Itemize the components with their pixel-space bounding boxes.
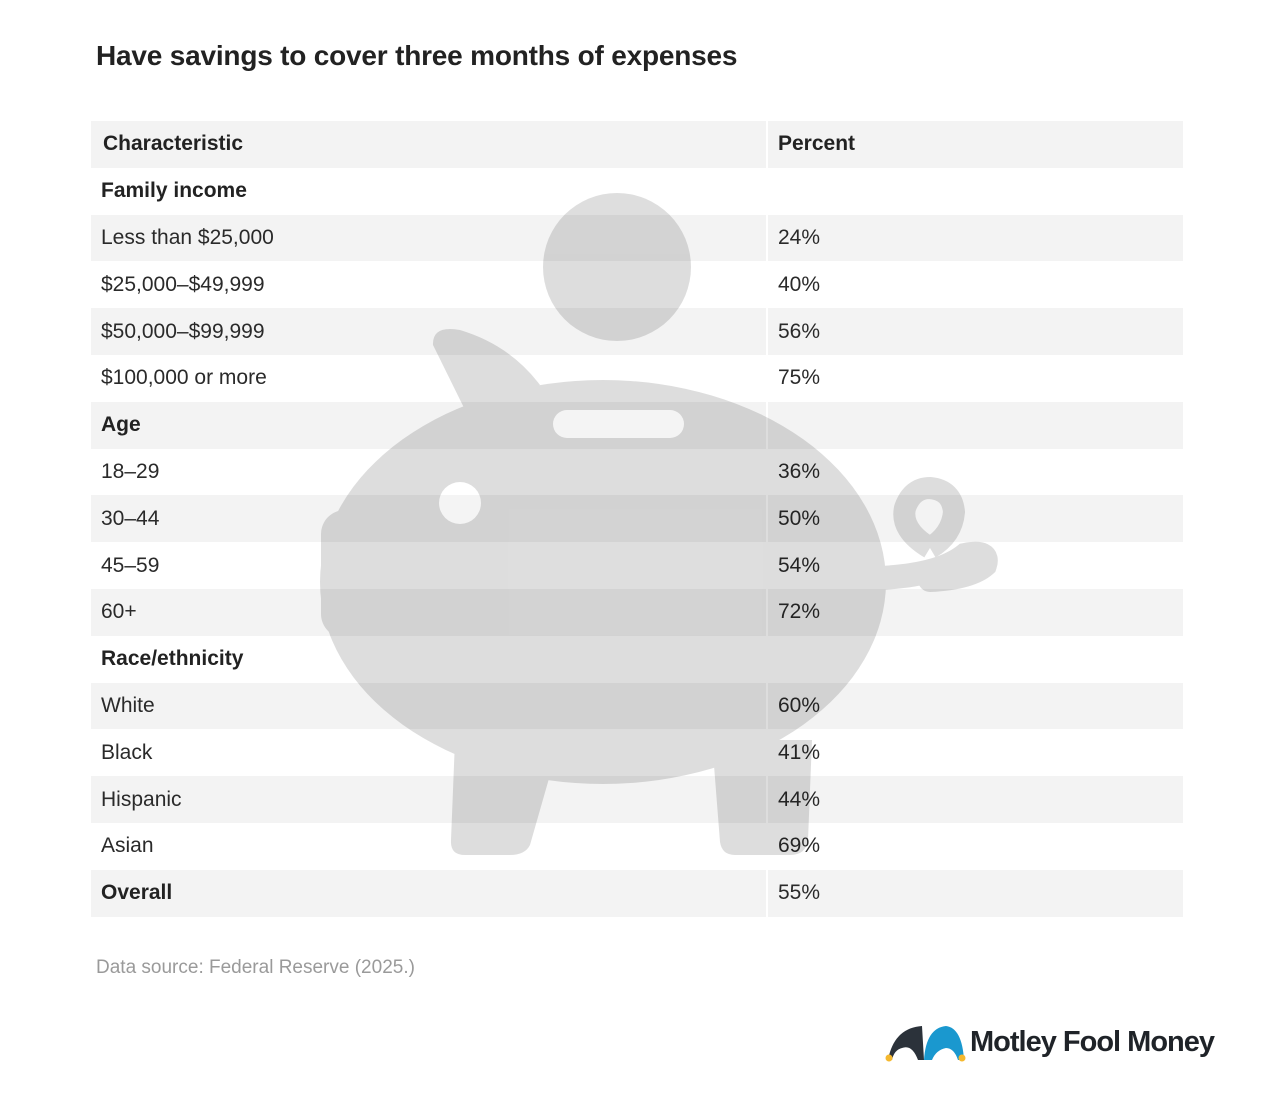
percent-cell: 75% [778, 366, 821, 390]
table-row: $25,000–$49,999 40% [91, 261, 1183, 309]
characteristic-cell: Less than $25,000 [91, 214, 768, 262]
characteristic-cell: Family income [91, 167, 768, 215]
characteristic-cell: 18–29 [91, 448, 768, 496]
table-group-row: Family income [91, 167, 1183, 215]
table-group-row: Overall 55% [91, 869, 1183, 917]
column-header-characteristic: Characteristic [91, 121, 768, 168]
percent-cell [768, 402, 1183, 449]
percent-cell: 55% [778, 881, 821, 905]
table-row: Hispanic 44% [91, 776, 1183, 823]
characteristic-cell: $50,000–$99,999 [91, 308, 768, 355]
characteristic-cell: Overall [91, 869, 768, 917]
data-table: Characteristic Percent Family income Less… [91, 121, 1183, 917]
table-row: 60+ 72% [91, 588, 1183, 636]
table-row: Black 41% [91, 729, 1183, 777]
table-row: $100,000 or more 75% [91, 354, 1183, 402]
data-source-note: Data source: Federal Reserve (2025.) [96, 957, 415, 978]
percent-cell [768, 168, 1183, 215]
percent-cell: 69% [778, 834, 821, 858]
characteristic-cell: Hispanic [91, 776, 768, 823]
percent-cell: 44% [778, 787, 821, 811]
jester-hat-logo-icon [885, 1026, 966, 1062]
characteristic-cell: 30–44 [91, 495, 768, 543]
percent-cell: 50% [778, 506, 821, 530]
characteristic-cell: White [91, 682, 768, 730]
table-row: 45–59 54% [91, 542, 1183, 589]
table-group-row: Race/ethnicity [91, 635, 1183, 683]
percent-cell [768, 636, 1183, 683]
percent-cell: 72% [778, 600, 821, 624]
percent-cell: 36% [778, 459, 821, 483]
table-row: White 60% [91, 682, 1183, 730]
chart-title: Have savings to cover three months of ex… [96, 40, 738, 71]
motley-fool-money-logo: Motley Fool Money [884, 1020, 1215, 1064]
percent-cell: 60% [778, 693, 821, 717]
characteristic-cell: $100,000 or more [91, 354, 768, 402]
characteristic-cell: Race/ethnicity [91, 635, 768, 683]
logo-text: Motley Fool Money [970, 1025, 1215, 1058]
table-row: 18–29 36% [91, 448, 1183, 496]
table-group-row: Age [91, 401, 1183, 449]
table-row: Asian 69% [91, 822, 1183, 870]
percent-cell: 41% [778, 740, 821, 764]
percent-cell: 54% [778, 553, 821, 577]
table-header: Characteristic Percent [91, 121, 1183, 168]
characteristic-cell: Asian [91, 822, 768, 870]
characteristic-cell: Black [91, 729, 768, 777]
characteristic-cell: $25,000–$49,999 [91, 261, 768, 309]
characteristic-cell: 60+ [91, 588, 768, 636]
characteristic-cell: Age [91, 401, 768, 449]
characteristic-cell: 45–59 [91, 542, 768, 589]
percent-cell: 24% [778, 225, 821, 249]
table-row: $50,000–$99,999 56% [91, 308, 1183, 355]
column-header-percent: Percent [778, 132, 856, 156]
table-row: 30–44 50% [91, 495, 1183, 543]
table-row: Less than $25,000 24% [91, 214, 1183, 262]
percent-cell: 40% [778, 272, 821, 296]
percent-cell: 56% [778, 319, 821, 343]
